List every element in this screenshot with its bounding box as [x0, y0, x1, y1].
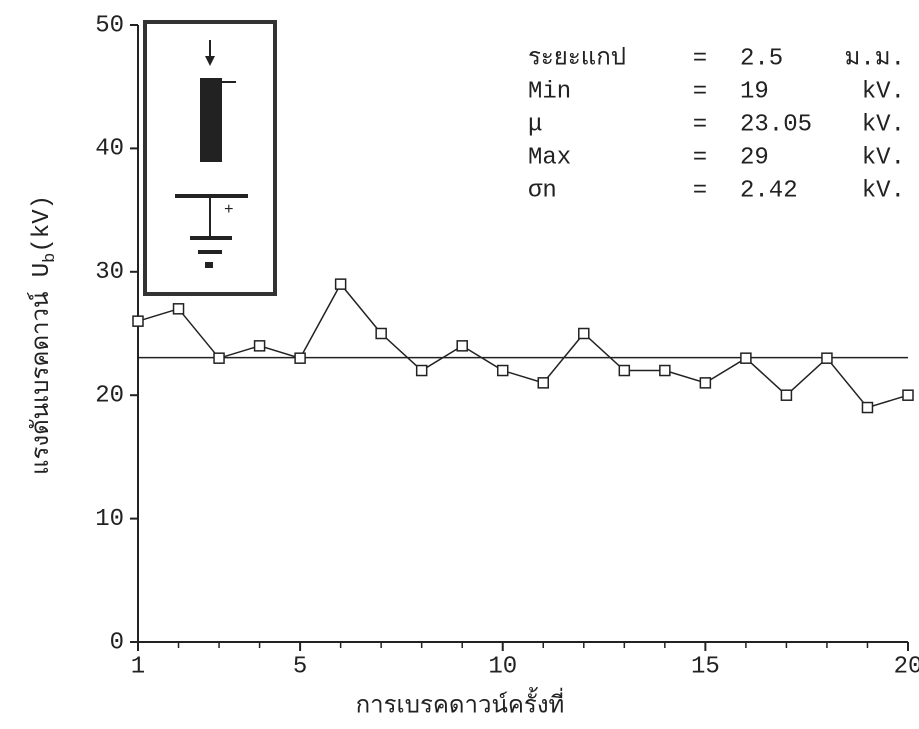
- y-tick-label: 0: [110, 629, 124, 656]
- annotation-value: 2.42: [740, 177, 798, 204]
- annotation-unit: kV.: [862, 144, 905, 171]
- annotation-unit: kV.: [862, 177, 905, 204]
- x-tick-label: 20: [894, 653, 919, 680]
- data-point: [578, 327, 590, 340]
- inset-diagram: +: [143, 20, 277, 296]
- annotation-value: 19: [740, 78, 769, 105]
- y-axis-title-unit: (kV): [29, 195, 56, 253]
- annotation-separator: =: [693, 111, 707, 138]
- y-tick-label: 50: [95, 12, 124, 39]
- annotation-separator: =: [693, 78, 707, 105]
- data-point: [213, 352, 225, 364]
- x-tick-label: 5: [293, 653, 307, 680]
- data-point: [780, 389, 793, 401]
- y-tick-label: 20: [95, 383, 124, 410]
- annotation-unit: ม.ม.: [845, 45, 905, 72]
- data-point: [415, 364, 428, 377]
- x-axis-title: การเบรคดาวน์ครั้งที่: [356, 686, 565, 720]
- annotation-unit: kV.: [862, 78, 905, 105]
- data-point: [172, 303, 185, 315]
- y-tick-label: 30: [95, 259, 124, 286]
- data-point: [861, 401, 874, 414]
- data-point: [496, 364, 509, 377]
- data-line: [137, 282, 909, 409]
- data-point: [253, 340, 266, 352]
- y-axis-title: แรงดันเบรคดาวน์ Ub(kV): [26, 195, 60, 475]
- x-tick-label: 1: [131, 653, 145, 680]
- x-tick-label: 15: [691, 653, 720, 680]
- svg-text:+: +: [224, 201, 234, 219]
- y-tick-label: 40: [95, 136, 124, 163]
- annotation-value: 29: [740, 144, 769, 171]
- data-point: [659, 364, 671, 377]
- data-point: [132, 315, 144, 327]
- y-tick-label: 10: [95, 506, 124, 533]
- data-point: [699, 377, 712, 389]
- annotation-unit: kV.: [862, 111, 905, 138]
- data-point: [740, 352, 752, 364]
- data-point: [537, 377, 550, 389]
- annotation-value: 2.5: [740, 45, 783, 72]
- annotation-separator: =: [693, 144, 707, 171]
- data-point: [294, 352, 306, 364]
- annotation-separator: =: [693, 45, 707, 72]
- annotation-label: Max: [528, 144, 571, 171]
- data-point: [902, 389, 914, 401]
- annotation-label: ระยะแกป: [528, 45, 626, 72]
- data-point: [821, 352, 833, 364]
- data-point: [375, 327, 387, 340]
- data-point: [456, 340, 468, 352]
- data-point: [618, 364, 631, 377]
- x-tick-label: 10: [488, 653, 517, 680]
- data-point: [334, 278, 347, 290]
- annotation-label: σn: [528, 177, 557, 204]
- y-axis-title-subscript: b: [41, 253, 60, 263]
- annotation-separator: =: [693, 177, 707, 204]
- annotation-label: μ: [528, 111, 542, 138]
- y-axis-title-text: แรงดันเบรคดาวน์ U: [26, 263, 56, 475]
- annotation-label: Min: [528, 78, 571, 105]
- annotation-value: 23.05: [740, 111, 812, 138]
